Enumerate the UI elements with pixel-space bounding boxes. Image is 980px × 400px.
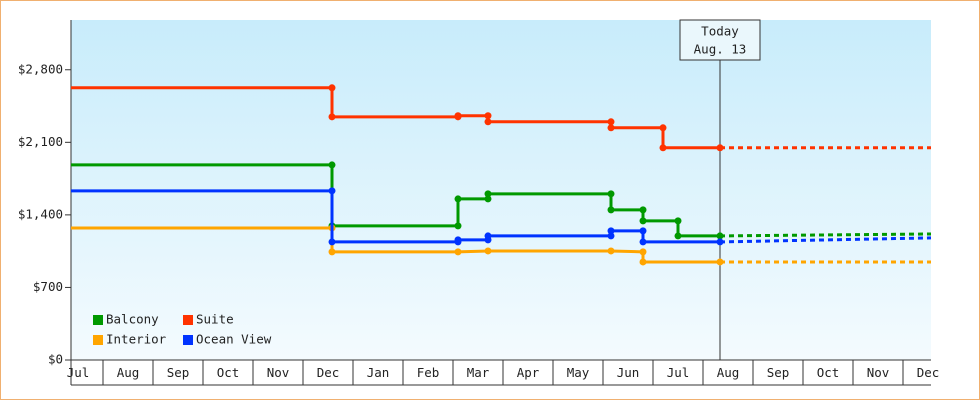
x-tick-label: Oct — [217, 365, 240, 380]
legend-swatch — [93, 315, 103, 325]
price-point — [484, 232, 492, 240]
legend-label: Ocean View — [196, 332, 272, 347]
x-tick-label: Sep — [167, 365, 190, 380]
today-label: Aug. 13 — [694, 42, 747, 57]
price-point — [454, 112, 462, 120]
x-tick-label: Jul — [67, 365, 90, 380]
x-tick-label: Oct — [817, 365, 840, 380]
price-point — [328, 161, 336, 169]
price-point — [607, 190, 615, 198]
y-tick-label: $2,800 — [18, 61, 63, 76]
price-point — [607, 118, 615, 126]
forecast-line — [719, 232, 932, 238]
price-point — [716, 258, 724, 266]
price-point — [484, 118, 492, 126]
today-box — [679, 19, 761, 61]
x-tick-label: Sep — [767, 365, 790, 380]
x-tick-label: Nov — [867, 365, 890, 380]
price-point — [607, 232, 615, 240]
y-tick-label: $0 — [48, 352, 63, 367]
price-point — [607, 124, 615, 132]
price-point — [639, 217, 647, 225]
price-point — [454, 236, 462, 244]
x-tick-label: Nov — [267, 365, 290, 380]
x-tick-label: Dec — [317, 365, 340, 380]
price-point — [484, 247, 492, 255]
x-tick-label: May — [567, 365, 590, 380]
price-point — [639, 238, 647, 246]
price-point — [607, 206, 615, 214]
price-point — [328, 84, 336, 92]
y-tick-label: $700 — [33, 279, 63, 294]
price-point — [716, 144, 724, 152]
price-point — [639, 227, 647, 235]
price-point — [639, 258, 647, 266]
price-point — [328, 113, 336, 121]
y-tick-label: $1,400 — [18, 206, 63, 221]
price-point — [674, 217, 682, 225]
legend-swatch — [93, 335, 103, 345]
x-tick-label: Mar — [467, 365, 490, 380]
forecast-line — [719, 236, 932, 244]
x-tick-label: Jun — [617, 365, 640, 380]
price-point — [328, 238, 336, 246]
price-point — [639, 206, 647, 214]
x-tick-label: Jul — [667, 365, 690, 380]
x-tick-label: Jan — [367, 365, 390, 380]
price-point — [607, 227, 615, 235]
price-point — [454, 248, 462, 256]
price-point — [674, 232, 682, 240]
x-tick-label: Aug — [117, 365, 140, 380]
price-point — [716, 232, 724, 240]
price-point — [454, 195, 462, 203]
legend-swatch — [183, 335, 193, 345]
price-point — [659, 144, 667, 152]
x-tick-label: Dec — [917, 365, 940, 380]
price-point — [607, 247, 615, 255]
legend-label: Suite — [196, 312, 234, 327]
x-tick-label: Aug — [717, 365, 740, 380]
price-point — [659, 124, 667, 132]
price-point — [454, 222, 462, 230]
x-tick-label: Feb — [417, 365, 440, 380]
price-point — [484, 195, 492, 203]
price-point — [716, 238, 724, 246]
price-point — [484, 190, 492, 198]
x-tick-label: Apr — [517, 365, 540, 380]
legend-label: Interior — [106, 332, 167, 347]
price-point — [639, 248, 647, 256]
legend-swatch — [183, 315, 193, 325]
legend-label: Balcony — [106, 312, 159, 327]
price-point — [328, 187, 336, 195]
today-label: Today — [701, 24, 739, 39]
price-point — [328, 248, 336, 256]
price-point — [484, 112, 492, 120]
price-line — [71, 163, 720, 238]
y-tick-label: $2,100 — [18, 134, 63, 149]
